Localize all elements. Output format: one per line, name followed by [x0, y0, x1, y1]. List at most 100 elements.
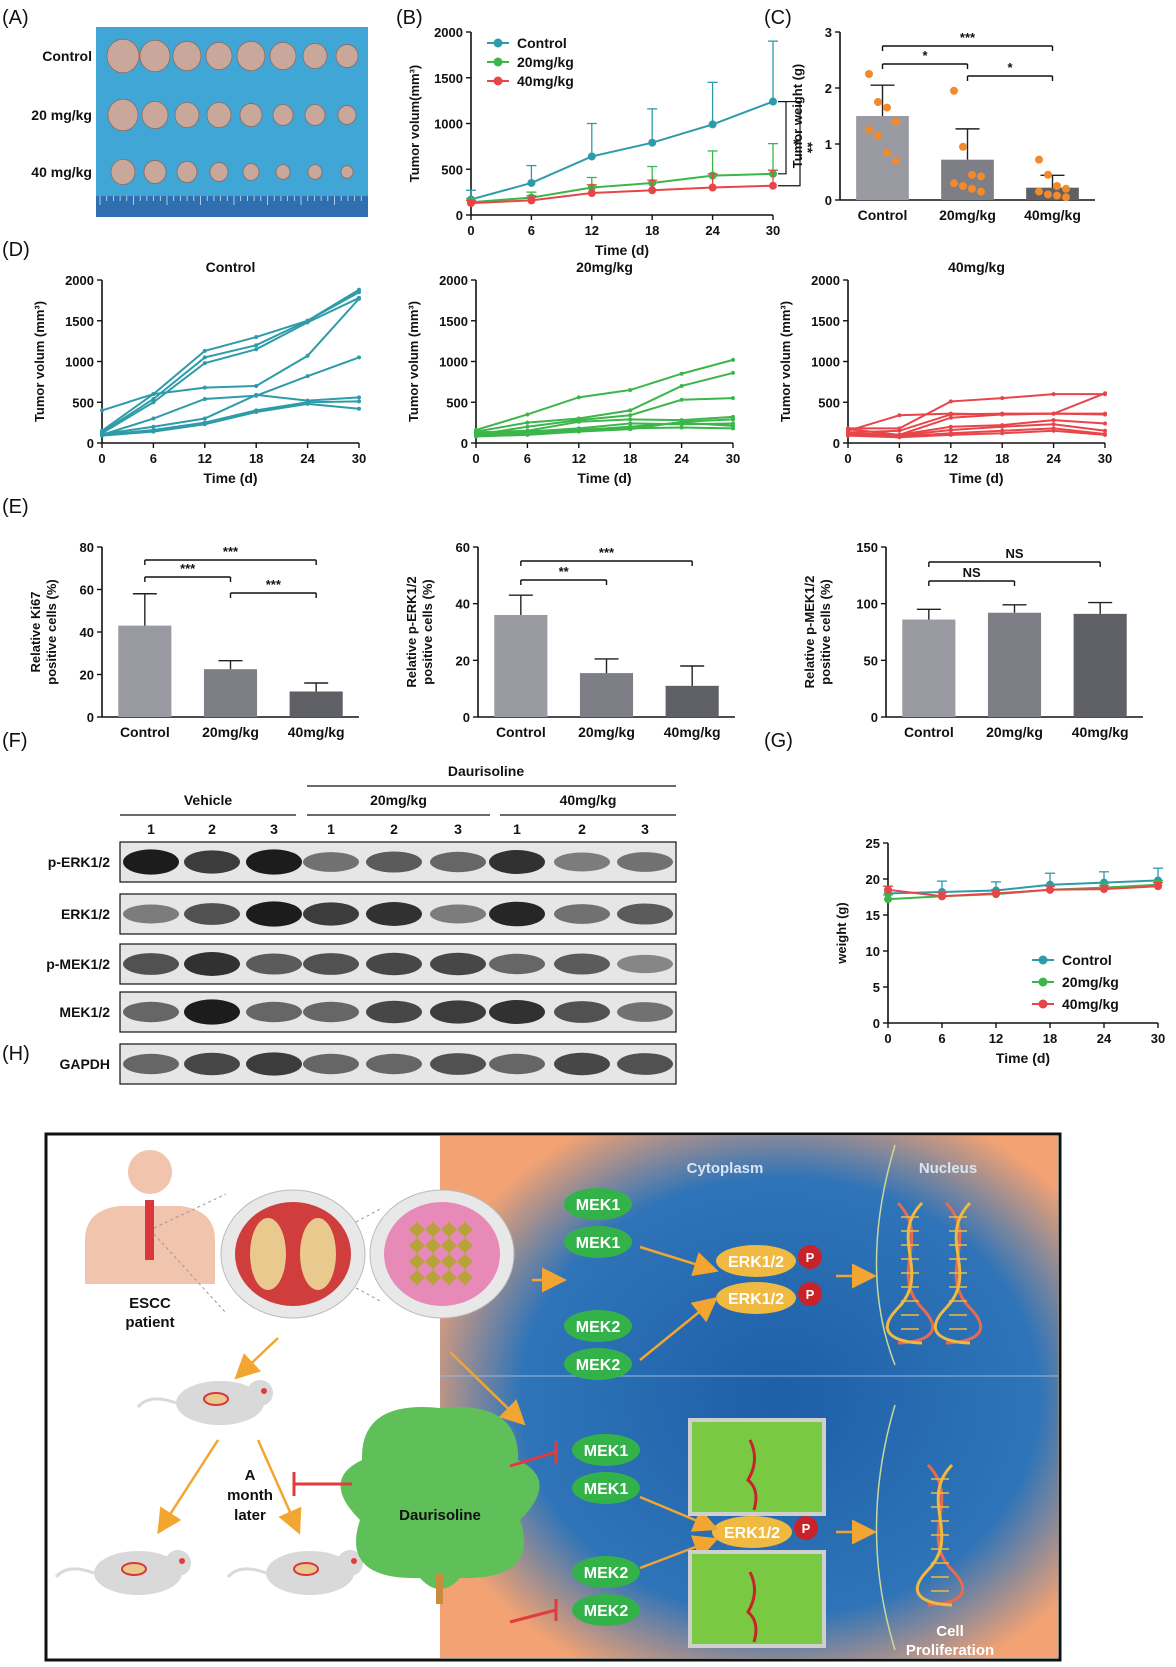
data-point	[897, 428, 902, 433]
data-point	[100, 408, 104, 413]
data-point	[874, 98, 882, 106]
data-point	[151, 429, 156, 434]
blot-band	[123, 1053, 179, 1075]
data-point	[151, 392, 156, 397]
tumor	[239, 103, 263, 127]
phospho-circle	[798, 1282, 822, 1306]
data-point	[1154, 882, 1162, 891]
zoom-line	[153, 1193, 227, 1229]
series-line	[475, 397, 734, 436]
data-point	[1035, 187, 1043, 196]
data-point	[474, 434, 478, 439]
data-point	[968, 170, 976, 179]
data-point	[1100, 885, 1108, 894]
x-tick-label: 0	[472, 451, 479, 466]
protein-oval	[572, 1434, 640, 1466]
significance-label: ***	[599, 545, 615, 560]
data-point	[938, 892, 946, 901]
data-point	[1053, 191, 1061, 200]
data-point	[1044, 170, 1052, 179]
blot-band	[303, 852, 359, 872]
data-point	[892, 117, 900, 126]
xenograft	[121, 1562, 147, 1576]
phospho-label: P	[806, 1250, 815, 1265]
drug-label: Daurisoline	[399, 1507, 481, 1524]
data-point	[968, 184, 976, 193]
chart-D3: 0 500 1000 1500 2000 Tumor volum (mm³) 0 6 12 18 2…	[778, 259, 1112, 486]
protein-oval	[564, 1226, 632, 1258]
data-point	[467, 199, 475, 208]
y-tick-label: 2000	[65, 273, 94, 288]
data-point	[648, 138, 657, 147]
x-tick-label: 18	[623, 451, 637, 466]
legend-marker	[493, 57, 503, 67]
data-point	[883, 103, 891, 112]
blot-band	[489, 953, 545, 975]
blot-band	[184, 952, 240, 976]
data-point	[357, 296, 361, 301]
lane-label: 2	[578, 821, 586, 837]
x-tick-label: 18	[995, 451, 1009, 466]
protein-label: MEK1	[584, 1481, 629, 1498]
data-point	[948, 399, 953, 404]
series-line	[101, 400, 360, 436]
blot-band	[303, 1053, 359, 1075]
tumor	[302, 43, 328, 70]
data-point	[628, 427, 633, 432]
flow-arrow	[639, 1495, 719, 1532]
data-point	[151, 400, 156, 405]
chart-E2: 0 20 40 60 Relative p-ERK1/2 positive cells (…	[404, 540, 735, 740]
y-axis-title: Tumor volum(mm³)	[407, 65, 422, 182]
tumor	[139, 39, 171, 73]
x-axis-title: Time (d)	[595, 242, 649, 258]
blot-band	[430, 851, 486, 873]
blot-band	[617, 954, 673, 974]
x-tick-label: 12	[198, 451, 212, 466]
data-point	[202, 422, 207, 427]
protein-oval	[716, 1282, 796, 1314]
data-point	[1000, 396, 1005, 401]
significance-label: **	[800, 142, 816, 153]
data-point	[1044, 190, 1052, 199]
blot-band	[617, 1002, 673, 1022]
blot-band	[554, 953, 610, 975]
lane-label: 2	[208, 821, 216, 837]
data-point	[1053, 182, 1061, 190]
chart-E1: 0 20 40 60 80 Relative Ki67 positive cells (%)…	[28, 540, 359, 740]
significance-label: ***	[223, 544, 239, 559]
y-tick-label: 500	[818, 395, 840, 410]
legend-marker	[493, 76, 503, 86]
data-point	[883, 148, 891, 157]
x-axis-title: Time (d)	[577, 470, 631, 486]
data-point	[527, 178, 536, 187]
data-point	[679, 425, 684, 430]
leaf	[340, 1407, 540, 1589]
legend-label: Control	[517, 35, 567, 51]
data-point	[587, 152, 596, 161]
blot-band	[489, 901, 545, 927]
blot-band	[366, 1000, 422, 1024]
bar	[579, 673, 634, 717]
x-tick-label: 30	[766, 223, 780, 238]
legend-marker	[1038, 955, 1048, 965]
y-tick-label: 40	[456, 597, 470, 612]
data-point	[357, 406, 361, 411]
data-point	[254, 383, 259, 388]
bar	[203, 669, 258, 717]
blot-band	[617, 852, 673, 872]
tumor	[335, 44, 359, 68]
y-tick-label: 150	[856, 540, 878, 555]
blot-band	[554, 852, 610, 872]
significance-label: NS	[1005, 546, 1023, 561]
y-axis-title: positive cells (%)	[44, 579, 59, 684]
y-axis-title: Relative p-MEK1/2	[802, 576, 817, 689]
data-point	[357, 395, 361, 400]
x-axis-title: Time (d)	[203, 470, 257, 486]
y-tick-label: 0	[873, 1016, 880, 1031]
y-tick-label: 0	[463, 710, 470, 725]
chart-title: Control	[206, 259, 256, 275]
y-axis-title: Tumor volum (mm³)	[32, 301, 47, 422]
data-point	[525, 432, 530, 437]
chart-title: 40mg/kg	[948, 259, 1005, 275]
y-tick-label: 80	[80, 540, 94, 555]
